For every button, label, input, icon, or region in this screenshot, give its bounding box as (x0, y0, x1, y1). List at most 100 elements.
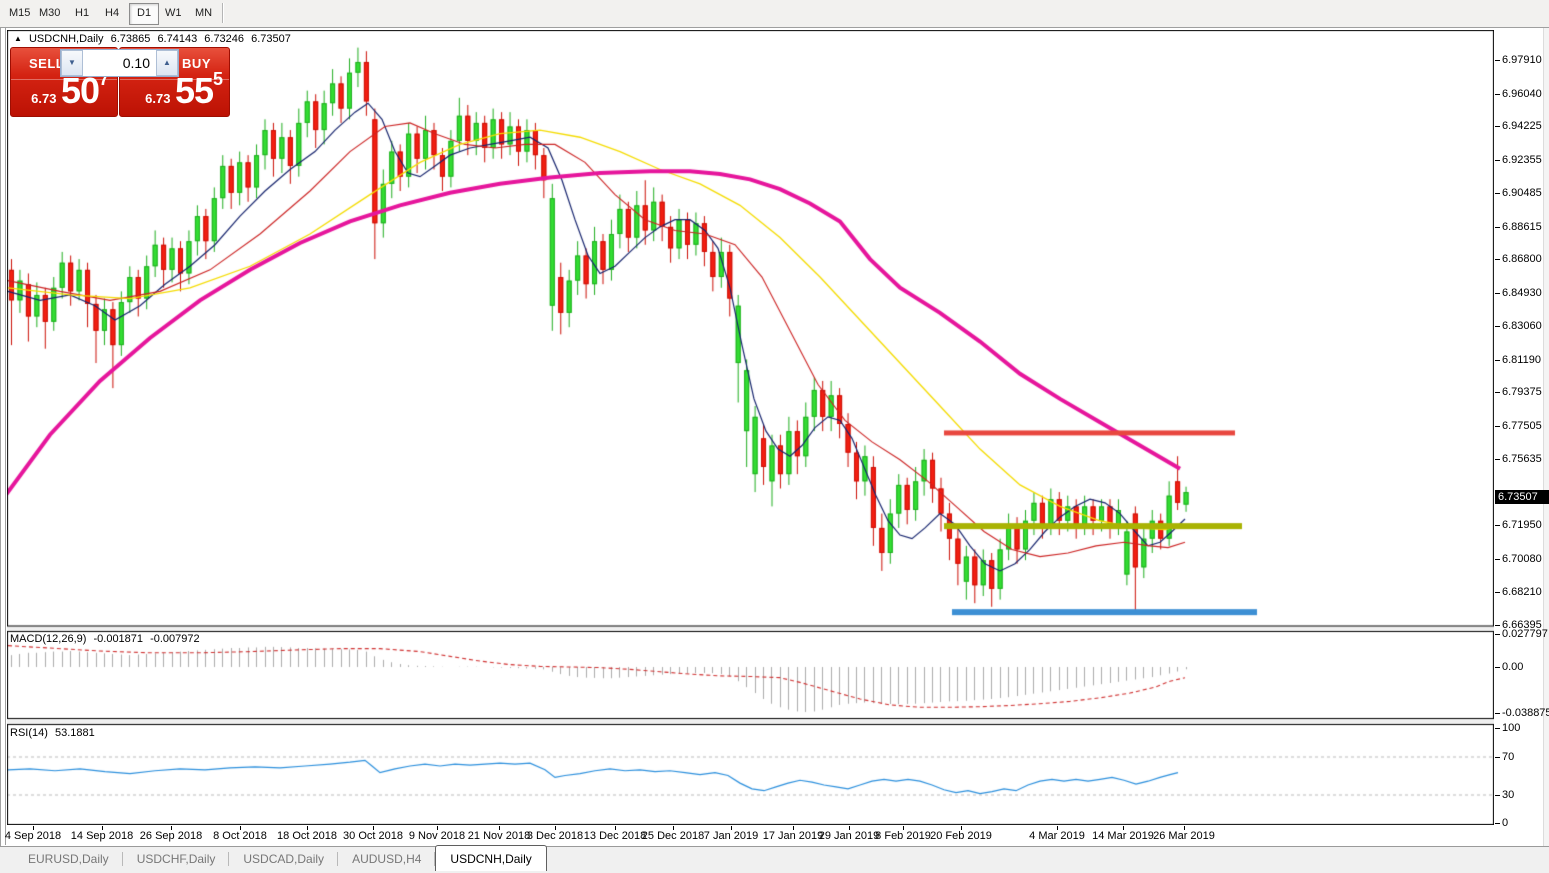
lot-increase-button[interactable]: ▲ (156, 50, 178, 76)
date-tick-mark (555, 826, 556, 830)
price-axis-label: 6.81190 (1502, 354, 1541, 366)
rsi-axis-label: 100 (1502, 722, 1521, 734)
rsi-indicator-label: RSI(14) 53.1881 (10, 727, 99, 739)
rsi-axis-label: 70 (1502, 751, 1515, 763)
lot-size-input[interactable] (83, 50, 156, 76)
date-tick-mark (615, 826, 616, 830)
date-axis-label: 3 Dec 2018 (526, 830, 584, 842)
rsi-value: 53.1881 (54, 727, 95, 739)
price-axis-label: 6.88615 (1502, 221, 1542, 233)
price-axis-label: 6.90485 (1502, 187, 1542, 199)
axis-tick-mark (1495, 160, 1500, 161)
timeframe-m15-button[interactable]: M15 (9, 7, 31, 19)
axis-tick-mark (1495, 126, 1500, 127)
axis-tick-mark (1495, 667, 1500, 668)
price-axis-label: 6.86800 (1502, 253, 1542, 265)
axis-tick-mark (1495, 326, 1500, 327)
price-chart-canvas[interactable] (7, 30, 1494, 825)
price-axis-label: 6.66395 (1502, 619, 1542, 631)
price-axis-label: 6.96040 (1502, 88, 1542, 100)
axis-tick-mark (1495, 227, 1500, 228)
date-axis-label: 20 Feb 2019 (930, 830, 992, 842)
axis-tick-mark (1495, 728, 1500, 729)
timeframe-h4-button[interactable]: H4 (105, 7, 120, 19)
axis-tick-mark (1495, 634, 1500, 635)
timeframe-mn-button[interactable]: MN (195, 7, 213, 19)
symbol-direction-icon: ▲ (14, 34, 22, 43)
date-tick-mark (961, 826, 962, 830)
date-tick-mark (171, 826, 172, 830)
date-tick-mark (240, 826, 241, 830)
date-axis-label: 17 Jan 2019 (762, 830, 824, 842)
date-axis-label: 25 Dec 2018 (641, 830, 705, 842)
rsi-axis-label: 30 (1502, 789, 1515, 801)
sell-price-prefix: 6.73 (31, 91, 57, 106)
axis-tick-mark (1495, 823, 1500, 824)
macd-signal-value: -0.007972 (150, 633, 200, 645)
chart-left-border (5, 28, 6, 845)
date-axis-label: 4 Sep 2018 (4, 830, 62, 842)
date-tick-mark (1057, 826, 1058, 830)
macd-axis-label: -0.038875 (1502, 707, 1549, 719)
date-axis-label: 29 Jan 2019 (818, 830, 880, 842)
chart-title: ▲ USDCNH,Daily 6.73865 6.74143 6.73246 6… (14, 33, 295, 45)
buy-price-prefix: 6.73 (145, 91, 171, 106)
chart-tab-bar: EURUSD,Daily USDCHF,Daily USDCAD,Daily A… (0, 845, 1549, 872)
buy-button-label[interactable]: BUY (182, 56, 211, 71)
date-axis-label: 18 Oct 2018 (277, 830, 337, 842)
timeframe-m30-button[interactable]: M30 (39, 7, 61, 19)
price-axis-label: 6.83060 (1502, 320, 1542, 332)
tab-usdcad-daily[interactable]: USDCAD,Daily (229, 847, 338, 872)
axis-tick-mark (1495, 60, 1500, 61)
lot-decrease-button[interactable]: ▼ (61, 50, 83, 76)
price-axis-label: 6.97910 (1502, 54, 1542, 66)
date-tick-mark (903, 826, 904, 830)
price-axis-label: 6.70080 (1502, 553, 1542, 565)
date-tick-mark (437, 826, 438, 830)
chart-low-value: 6.73246 (204, 33, 245, 45)
chart-close-value: 6.73507 (251, 33, 291, 45)
axis-tick-mark (1495, 392, 1500, 393)
date-tick-mark (1184, 826, 1185, 830)
date-axis-label: 14 Sep 2018 (70, 830, 134, 842)
date-axis-label: 14 Mar 2019 (1092, 830, 1154, 842)
chevron-down-icon: ▼ (68, 58, 76, 67)
date-axis-label: 26 Mar 2019 (1153, 830, 1215, 842)
chart-high-value: 6.74143 (157, 33, 198, 45)
tab-audusd-h4[interactable]: AUDUSD,H4 (338, 847, 436, 872)
axis-tick-mark (1495, 525, 1500, 526)
axis-tick-mark (1495, 713, 1500, 714)
chart-open-value: 6.73865 (110, 33, 151, 45)
sell-button-label[interactable]: SELL (29, 56, 65, 71)
timeframe-d1-button[interactable]: D1 (129, 3, 160, 25)
date-tick-mark (793, 826, 794, 830)
price-axis-label: 6.68210 (1502, 586, 1542, 598)
tab-usdcnh-daily[interactable]: USDCNH,Daily (435, 845, 547, 872)
price-axis-label: 6.94225 (1502, 120, 1542, 132)
date-tick-mark (731, 826, 732, 830)
timeframe-w1-button[interactable]: W1 (165, 7, 182, 19)
tab-eurusd-daily[interactable]: EURUSD,Daily (14, 847, 123, 872)
date-axis-label: 8 Feb 2019 (875, 830, 931, 842)
date-tick-mark (499, 826, 500, 830)
date-axis-label: 26 Sep 2018 (139, 830, 203, 842)
date-axis-label: 21 Nov 2018 (467, 830, 531, 842)
price-axis-label: 6.77505 (1502, 420, 1542, 432)
macd-value: -0.001871 (93, 633, 144, 645)
status-strip (0, 871, 1549, 873)
timeframe-h1-button[interactable]: H1 (75, 7, 90, 19)
price-axis-label: 6.84930 (1502, 287, 1542, 299)
date-axis[interactable]: 4 Sep 2018 14 Sep 2018 26 Sep 2018 8 Oct 20… (4, 826, 1494, 846)
date-axis-label: 9 Nov 2018 (408, 830, 466, 842)
date-axis-label: 7 Jan 2019 (703, 830, 759, 842)
price-axis[interactable]: 6.97910 6.96040 6.94225 6.92355 6.90485 6.886… (1495, 28, 1549, 829)
date-tick-mark (673, 826, 674, 830)
panel-divider (11, 79, 117, 80)
window-right-edge (1543, 28, 1549, 873)
axis-tick-mark (1495, 259, 1500, 260)
tab-usdchf-daily[interactable]: USDCHF,Daily (123, 847, 230, 872)
axis-tick-mark (1495, 795, 1500, 796)
rsi-axis-label: 0 (1502, 817, 1509, 829)
lot-size-spinner: ▼ ▲ (60, 49, 179, 77)
